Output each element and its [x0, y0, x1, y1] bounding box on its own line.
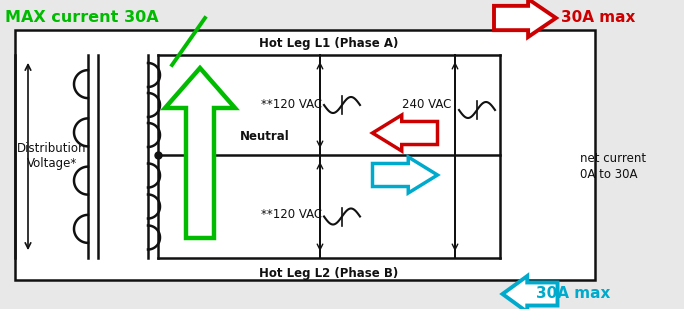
Text: Neutral: Neutral	[240, 130, 290, 143]
Text: **120 VAC: **120 VAC	[261, 208, 323, 221]
Text: Hot Leg L2 (Phase B): Hot Leg L2 (Phase B)	[259, 268, 399, 281]
Polygon shape	[165, 68, 235, 238]
Polygon shape	[373, 115, 438, 151]
Polygon shape	[494, 0, 556, 37]
Text: MAX current 30A: MAX current 30A	[5, 10, 159, 25]
Text: Hot Leg L1 (Phase A): Hot Leg L1 (Phase A)	[259, 36, 399, 49]
Text: 240 VAC: 240 VAC	[402, 99, 451, 112]
Polygon shape	[373, 157, 438, 193]
Text: 30A max: 30A max	[561, 11, 635, 26]
Text: **120 VAC: **120 VAC	[261, 99, 323, 112]
Text: net current
0A to 30A: net current 0A to 30A	[580, 153, 646, 180]
Bar	[15, 30, 595, 280]
Text: Distribution
Voltage*: Distribution Voltage*	[17, 142, 87, 171]
Polygon shape	[503, 276, 557, 309]
Text: 30A max: 30A max	[536, 286, 610, 302]
